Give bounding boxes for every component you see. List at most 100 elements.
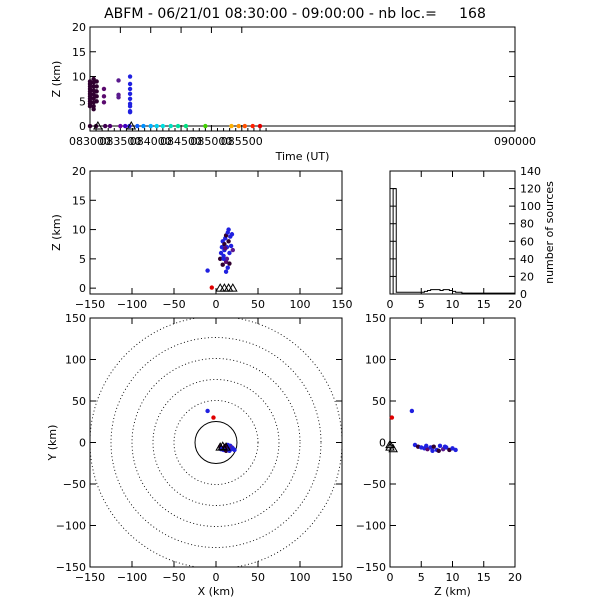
source-point [218,250,224,256]
x-height-xtick-label: 100 [290,298,311,311]
figure-title: ABFM - 06/21/01 08:30:00 - 09:00:00 - nb… [104,6,486,22]
source-point [127,74,133,79]
station-marker [223,283,234,292]
source-point [242,123,248,129]
plan-view-ytick-label: 50 [72,395,86,408]
x-height-xtick-label: 50 [251,298,265,311]
source-point [94,84,99,89]
height-y-ytick-label: −100 [356,520,386,533]
x-height-ytick-label: 10 [72,224,86,237]
x-height-xtick-label: 150 [332,298,353,311]
time-height-ytick-label: 20 [72,21,86,34]
source-point [218,256,223,262]
source-point [227,261,232,266]
x-height-ytick-label: 20 [72,165,86,178]
source-point [127,81,133,87]
source-point [221,256,226,262]
plan-view-xtick-label: 0 [213,571,220,584]
plan-view-frame [89,317,343,568]
source-point [175,123,181,129]
plan-view-ytick-label: −150 [56,561,86,574]
source-point [91,107,96,112]
source-point [430,448,435,453]
plan-view-xtick-label: −150 [75,571,105,584]
source-point [91,76,96,82]
source-point [205,408,210,414]
height-y-xtick-label: 0 [387,571,394,584]
source-point [229,232,235,237]
source-point [442,444,448,449]
x-height-xtick-label: −100 [117,298,147,311]
time-height-ytick-label: 15 [72,46,86,59]
height-y-xtick-label: 15 [477,571,491,584]
histogram-ytick-label: 100 [520,200,541,213]
source-point [135,123,140,129]
source-point [436,448,441,453]
range-ring [194,421,238,464]
source-point [236,123,241,129]
source-point [154,123,159,129]
plan-view-ytick-label: 100 [65,354,86,367]
source-point [203,123,208,129]
station-marker [215,442,226,451]
source-point [94,94,99,99]
source-point [148,123,153,129]
time-height-xtick-label: 085500 [221,135,263,148]
source-point [409,408,415,414]
source-point [127,104,133,109]
range-ring [131,358,301,527]
source-point [389,415,395,420]
station-marker [126,121,137,130]
x-height-frame [89,170,343,295]
source-point [211,415,216,420]
height-y-ytick-label: −50 [363,478,386,491]
station-marker [388,443,398,453]
source-point [226,227,231,232]
source-point [116,78,121,83]
x-height-ytick-label: 5 [79,253,86,266]
histogram-ytick-label: 0 [520,288,527,301]
plan-view-xtick-label: 50 [251,571,265,584]
height-y-frame [389,317,516,568]
range-rings [90,318,342,567]
source-point [437,443,443,449]
x-height-ytick-label: 15 [72,194,86,207]
source-point [431,444,436,449]
source-point [118,123,123,129]
source-point [94,89,99,94]
source-point [224,256,230,262]
source-point [223,269,229,274]
source-point [91,84,96,89]
time-height-xtick-label: 084000 [130,135,172,148]
time-height-xtick-label: 085000 [190,135,232,148]
station-marker [93,121,103,130]
plan-view-xlabel: X (km) [198,585,235,598]
range-ring [152,379,280,506]
source-point [230,247,235,253]
time-height-frame [89,26,516,132]
histogram-xtick-label: 15 [477,298,491,311]
source-point [227,250,232,256]
plan-view-xtick-label: −100 [117,571,147,584]
source-point [101,100,107,105]
source-point [94,99,99,104]
time-height-ytick-label: 5 [79,95,86,108]
histogram-xtick-label: 10 [446,298,460,311]
source-point [116,95,121,100]
time-height-xtick-label: 083000 [69,135,111,148]
source-point [101,86,107,92]
source-point [160,123,166,129]
source-point [94,79,99,84]
plan-view-ytick-label: 150 [65,312,86,325]
source-point [453,447,458,453]
source-point [168,123,173,129]
source-point [424,443,429,449]
source-point [123,123,128,129]
histogram-ytick-label: 20 [520,270,534,283]
source-point [228,243,234,249]
time-height-ytick-label: 10 [72,71,86,84]
plan-view-ylabel: Y (km) [46,425,59,462]
source-point [127,86,133,92]
plan-view-ytick-label: −50 [63,478,86,491]
source-point [223,246,228,251]
